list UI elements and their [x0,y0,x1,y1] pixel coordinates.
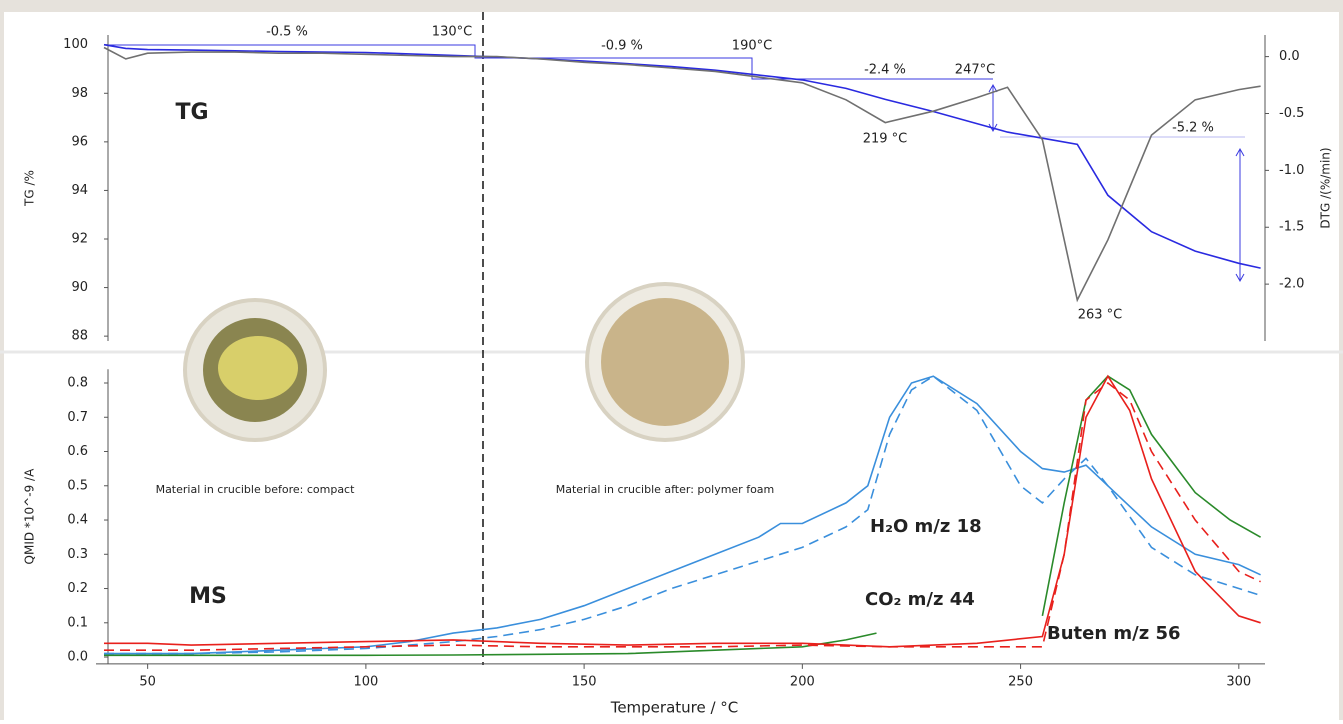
x-tick-label: 150 [572,674,597,689]
y-tick-label: 94 [71,183,88,198]
annotation: 247°C [955,63,995,78]
left-band [0,0,4,720]
x-tick-label: 50 [139,674,156,689]
annotation: 219 °C [863,132,908,147]
x-tick-label: 100 [353,674,378,689]
y-axis-label: QMID *10^-9 /A [23,468,37,565]
y-tick-label: 96 [71,134,88,149]
crucible-after-material [601,298,729,426]
chart: 88 90 92 94 96 98 100 0.0 -0.5 -1.0 -1.5 -2.0 TG /% D… [0,0,1343,720]
y-tick-label: 0.3 [67,547,88,562]
annotation: -0.9 % [601,39,643,54]
y-tick-label: 0.8 [67,376,88,391]
y2-tick-label: -2.0 [1279,277,1304,292]
data-line [104,45,1261,268]
y-tick-label: 0.1 [67,615,88,630]
y2-tick-label: 0.0 [1279,49,1300,64]
y-tick-label: 0.0 [67,650,88,665]
crucible-before-material [218,336,298,400]
y-tick-label: 0.7 [67,410,88,425]
page: 88 90 92 94 96 98 100 0.0 -0.5 -1.0 -1.5 -2.0 TG /% D… [0,0,1343,724]
y-tick-label: 0.4 [67,513,88,528]
right-band [1339,0,1343,720]
y-tick-label: 0.2 [67,581,88,596]
annotation: Material in crucible after: polymer foam [556,483,775,496]
x-tick-label: 200 [790,674,815,689]
x-axis-label: Temperature / °C [610,698,739,716]
annotation: 130°C [432,25,472,40]
y-tick-label: 98 [71,86,88,101]
annotation: Material in crucible before: compact [156,483,356,496]
step-arrow [1236,149,1244,281]
series-label: H₂O m/z 18 [870,516,982,537]
y-tick-label: 100 [63,37,88,52]
annotation: MS [189,584,227,609]
annotation: TG [175,100,208,125]
series-label: Buten m/z 56 [1047,623,1181,644]
y2-tick-label: -0.5 [1279,106,1304,121]
series-label: CO₂ m/z 44 [865,589,975,610]
top-band [0,0,1343,12]
annotation: -0.5 % [266,25,308,40]
y-tick-label: 88 [71,329,88,344]
y2-tick-label: -1.5 [1279,220,1304,235]
data-line [104,48,1261,301]
y-tick-label: 90 [71,280,88,295]
annotation: -5.2 % [1172,121,1214,136]
annotation: 190°C [732,39,772,54]
y2-tick-label: -1.0 [1279,163,1304,178]
x-tick-label: 300 [1226,674,1251,689]
y2-axis-label: DTG /(%/min) [1319,147,1333,228]
annotation: 263 °C [1078,308,1123,323]
x-tick-label: 250 [1008,674,1033,689]
y-tick-label: 0.5 [67,478,88,493]
y-tick-label: 92 [71,232,88,247]
annotation: -2.4 % [864,63,906,78]
y-axis-label: TG /% [23,170,37,207]
y-tick-label: 0.6 [67,444,88,459]
step-brackets [108,45,1245,281]
